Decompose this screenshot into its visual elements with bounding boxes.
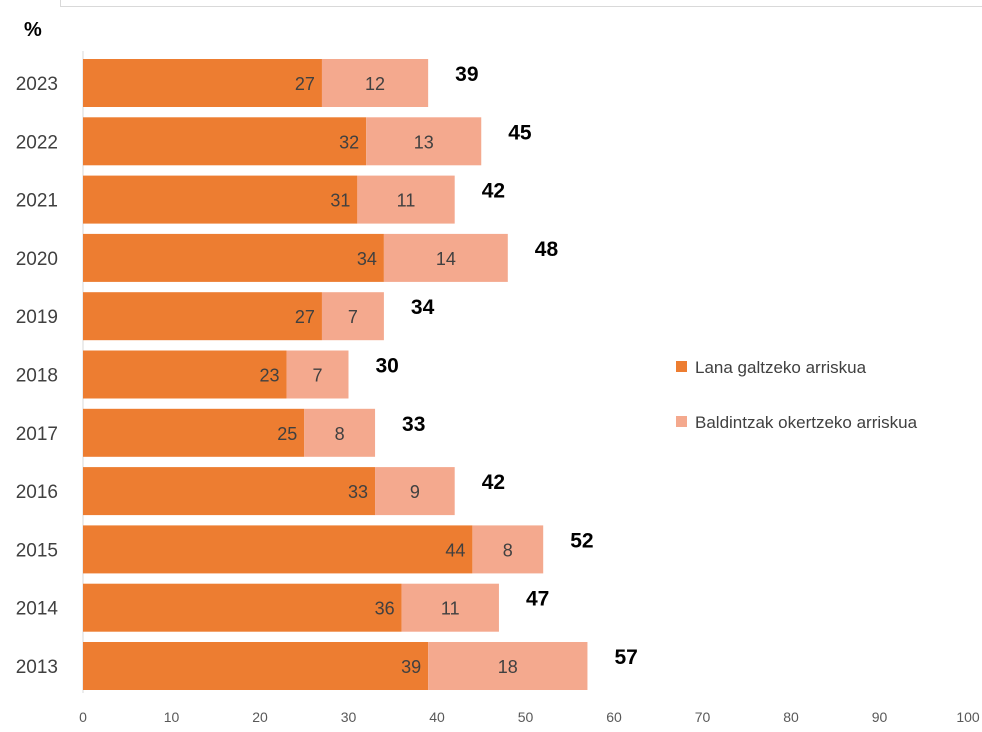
data-label: 32 <box>339 132 359 152</box>
data-label: 14 <box>436 249 456 269</box>
x-tick-label: 30 <box>341 709 357 725</box>
data-label: 8 <box>335 424 345 444</box>
bar-segment-lana <box>83 467 376 516</box>
legend-label: Baldintzak okertzeko arriskua <box>695 413 918 432</box>
total-label: 39 <box>455 63 478 86</box>
bar-segment-baldintzak <box>304 408 376 457</box>
bar-segment-lana <box>83 642 429 690</box>
bar-segment-lana <box>83 408 305 457</box>
unit-label: % <box>24 19 42 41</box>
total-label: 48 <box>535 238 559 261</box>
x-tick-label: 40 <box>429 709 445 725</box>
data-label: 31 <box>330 191 350 211</box>
y-tick-label: 2021 <box>16 191 58 212</box>
data-label: 36 <box>375 599 395 619</box>
bar-segment-baldintzak <box>428 642 588 690</box>
y-tick-label: 2013 <box>16 657 58 678</box>
x-tick-label: 60 <box>606 709 622 725</box>
bar-segment-baldintzak <box>286 350 349 399</box>
bar-segment-baldintzak <box>472 525 544 574</box>
bar-segment-lana <box>83 117 367 166</box>
y-tick-label: 2018 <box>16 366 58 387</box>
bar-segment-baldintzak <box>357 175 455 224</box>
y-tick-label: 2019 <box>16 307 58 328</box>
data-label: 13 <box>414 132 434 152</box>
bar-segment-lana <box>83 233 384 282</box>
total-label: 52 <box>570 529 593 552</box>
left-border-tick <box>60 0 61 7</box>
top-border <box>60 6 982 7</box>
data-label: 33 <box>348 482 368 502</box>
data-label: 7 <box>348 307 358 327</box>
data-label: 25 <box>277 424 297 444</box>
x-tick-label: 100 <box>956 709 980 725</box>
data-label: 8 <box>503 540 513 560</box>
total-label: 42 <box>482 471 505 494</box>
x-tick-label: 70 <box>695 709 711 725</box>
bar-segment-lana <box>83 583 402 632</box>
data-label: 11 <box>397 191 416 211</box>
x-tick-label: 50 <box>518 709 534 725</box>
data-label: 39 <box>401 657 421 677</box>
data-label: 27 <box>295 74 315 94</box>
y-tick-label: 2014 <box>16 599 59 620</box>
legend-swatch-baldintzak <box>676 416 687 427</box>
data-label: 12 <box>365 74 385 94</box>
data-label: 23 <box>260 366 280 386</box>
data-label: 11 <box>441 599 460 619</box>
bar-segment-baldintzak <box>321 292 384 341</box>
total-label: 42 <box>482 180 505 203</box>
bar-segment-baldintzak <box>383 233 508 282</box>
total-label: 33 <box>402 413 425 436</box>
data-label: 34 <box>357 249 377 269</box>
total-label: 45 <box>508 121 532 144</box>
x-tick-label: 20 <box>252 709 268 725</box>
y-tick-label: 2015 <box>16 540 58 561</box>
bar-segment-lana <box>83 292 322 341</box>
x-tick-label: 90 <box>872 709 888 725</box>
bar-segment-baldintzak <box>321 59 429 107</box>
bar-segment-baldintzak <box>375 467 455 516</box>
x-tick-label: 80 <box>783 709 799 725</box>
data-label: 7 <box>313 366 323 386</box>
y-tick-label: 2020 <box>16 249 58 270</box>
y-tick-label: 2016 <box>16 482 58 503</box>
data-label: 18 <box>498 657 518 677</box>
data-label: 27 <box>295 307 315 327</box>
total-label: 34 <box>411 296 435 319</box>
data-label: 9 <box>410 482 420 502</box>
x-tick-label: 10 <box>164 709 180 725</box>
bar-segment-lana <box>83 59 322 107</box>
bar-segment-lana <box>83 350 287 399</box>
bar-segment-lana <box>83 175 358 224</box>
y-tick-label: 2023 <box>16 74 58 95</box>
legend-label: Lana galtzeko arriskua <box>695 358 867 377</box>
y-tick-label: 2017 <box>16 424 58 445</box>
data-label: 44 <box>445 540 465 560</box>
y-tick-label: 2022 <box>16 132 58 153</box>
total-label: 30 <box>376 355 399 378</box>
bar-segment-lana <box>83 525 473 574</box>
bar-segment-baldintzak <box>401 583 499 632</box>
legend-swatch-lana <box>676 361 687 372</box>
total-label: 47 <box>526 588 549 611</box>
total-label: 57 <box>614 646 637 669</box>
bar-segment-baldintzak <box>366 117 482 166</box>
x-tick-label: 0 <box>79 709 87 725</box>
